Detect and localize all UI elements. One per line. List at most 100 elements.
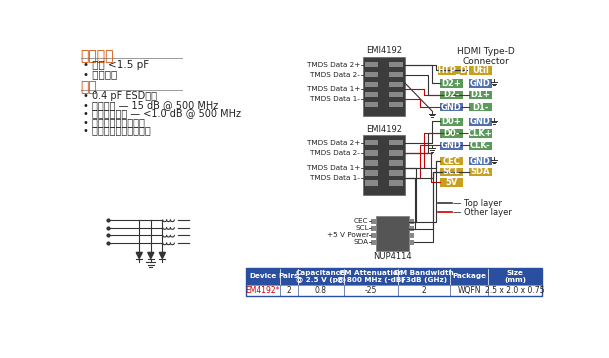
Bar (469, 91, 492, 99)
Bar (389, 140, 403, 145)
Bar (409, 233, 414, 238)
Bar (389, 72, 403, 77)
Bar (469, 79, 492, 88)
Bar (389, 170, 403, 176)
Text: D2-: D2- (443, 91, 459, 100)
Bar (245, 285, 280, 295)
Bar (365, 62, 378, 67)
Text: D1+: D1+ (470, 91, 490, 100)
Text: • 差模插入损耗 — <1.0 dB @ 500 MHz: • 差模插入损耗 — <1.0 dB @ 500 MHz (83, 108, 241, 118)
Bar (389, 82, 403, 87)
Text: TMDS Data 1-: TMDS Data 1- (311, 96, 361, 102)
Text: CM Attenuation
@ 800 MHz (-dB): CM Attenuation @ 800 MHz (-dB) (337, 270, 405, 283)
Bar (362, 135, 405, 195)
Bar (365, 102, 378, 107)
Text: 0.8: 0.8 (315, 286, 327, 295)
Bar (469, 157, 492, 165)
Text: 2: 2 (286, 286, 291, 295)
Bar (469, 66, 492, 74)
Text: -25: -25 (365, 286, 378, 295)
Text: HTP_D: HTP_D (438, 66, 468, 75)
Text: • 共模抑制 — 15 dB @ 500 MHz: • 共模抑制 — 15 dB @ 500 MHz (83, 100, 218, 110)
Bar (409, 219, 414, 224)
Bar (440, 179, 463, 187)
Text: D1-: D1- (472, 103, 488, 112)
Text: CLK+: CLK+ (468, 129, 493, 138)
Bar (245, 268, 542, 295)
Bar (469, 168, 492, 176)
Bar (344, 285, 398, 295)
Text: SDA: SDA (354, 239, 368, 245)
Bar (298, 268, 344, 285)
Bar (398, 268, 450, 285)
Text: CEC: CEC (354, 218, 368, 224)
Text: 2: 2 (422, 286, 427, 295)
Text: SCL: SCL (442, 168, 460, 176)
Bar (450, 285, 488, 295)
Bar (438, 66, 467, 74)
Text: CEC: CEC (442, 157, 460, 166)
Text: NUP4114: NUP4114 (373, 252, 412, 261)
Bar (371, 226, 376, 231)
Text: 特性: 特性 (81, 81, 97, 95)
Text: Package: Package (452, 273, 486, 279)
Bar (440, 118, 463, 126)
Bar (365, 140, 378, 145)
Text: GND: GND (470, 117, 491, 126)
Bar (450, 268, 488, 285)
Bar (365, 180, 378, 186)
Text: • 电容 <1.5 pF: • 电容 <1.5 pF (83, 60, 149, 70)
Text: EM4192*: EM4192* (245, 286, 280, 295)
Polygon shape (160, 252, 166, 258)
Text: Pairs: Pairs (278, 273, 299, 279)
Text: Util: Util (472, 66, 489, 75)
Text: • 业界领先的低钳位电压: • 业界领先的低钳位电压 (83, 125, 151, 135)
Text: TMDS Data 2+: TMDS Data 2+ (307, 62, 361, 68)
Text: TMDS Data 1+: TMDS Data 1+ (307, 86, 361, 92)
Text: HDMI Type-D
Connector: HDMI Type-D Connector (457, 47, 515, 66)
Text: DM Bandwidth
F3dB (GHz): DM Bandwidth F3dB (GHz) (395, 270, 454, 283)
Text: 关键要求: 关键要求 (81, 49, 114, 63)
Bar (409, 226, 414, 231)
Bar (440, 79, 463, 88)
Text: • 高速线路穿越型布线: • 高速线路穿越型布线 (83, 117, 145, 127)
Bar (409, 240, 414, 245)
Bar (389, 150, 403, 155)
Text: Device: Device (249, 273, 276, 279)
Bar (298, 285, 344, 295)
Text: Size
(mm): Size (mm) (504, 270, 526, 283)
Bar (440, 103, 463, 111)
Text: — Other layer: — Other layer (454, 208, 512, 217)
Text: 5V: 5V (445, 178, 457, 187)
Bar (389, 102, 403, 107)
Bar (488, 268, 542, 285)
Bar (469, 103, 492, 111)
Bar (371, 233, 376, 238)
Bar (362, 57, 405, 116)
Bar (371, 219, 376, 224)
Bar (371, 240, 376, 245)
Text: Capacitance
@ 2.5 V (pF): Capacitance @ 2.5 V (pF) (296, 270, 346, 283)
Text: D0-: D0- (443, 129, 459, 138)
Text: • 0.4 pF ESD保护: • 0.4 pF ESD保护 (83, 92, 157, 101)
Bar (376, 216, 409, 251)
Bar (365, 150, 378, 155)
Text: GND: GND (441, 141, 462, 150)
Bar (440, 141, 463, 150)
Text: TMDS Data 1-: TMDS Data 1- (311, 175, 361, 181)
Text: D2+: D2+ (441, 79, 461, 88)
Bar (440, 157, 463, 165)
Text: GND: GND (441, 103, 462, 112)
Bar (389, 160, 403, 166)
Bar (365, 92, 378, 97)
Polygon shape (136, 252, 143, 258)
Bar (280, 285, 298, 295)
Text: TMDS Data 2-: TMDS Data 2- (311, 150, 361, 156)
Bar (488, 285, 542, 295)
Text: • 共模滤波: • 共模滤波 (83, 69, 118, 79)
Bar (389, 180, 403, 186)
Bar (389, 92, 403, 97)
Text: D0+: D0+ (442, 117, 461, 126)
Text: TMDS Data 2+: TMDS Data 2+ (307, 140, 361, 146)
Text: SCL: SCL (355, 225, 368, 231)
